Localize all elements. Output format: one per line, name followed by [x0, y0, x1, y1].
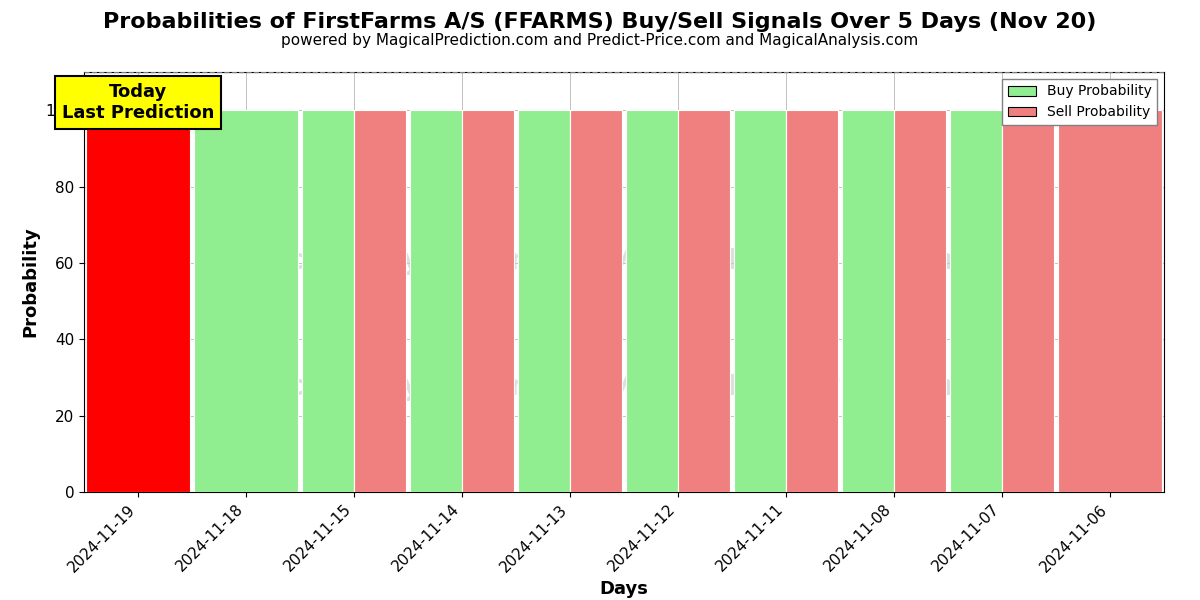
- Bar: [193, 110, 299, 492]
- Bar: [354, 110, 407, 492]
- Bar: [1002, 110, 1055, 492]
- Y-axis label: Probability: Probability: [22, 227, 40, 337]
- Legend: Buy Probability, Sell Probability: Buy Probability, Sell Probability: [1002, 79, 1157, 125]
- Text: powered by MagicalPrediction.com and Predict-Price.com and MagicalAnalysis.com: powered by MagicalPrediction.com and Pre…: [281, 33, 919, 48]
- Text: Probabilities of FirstFarms A/S (FFARMS) Buy/Sell Signals Over 5 Days (Nov 20): Probabilities of FirstFarms A/S (FFARMS)…: [103, 12, 1097, 32]
- Bar: [85, 110, 191, 492]
- X-axis label: Days: Days: [600, 580, 648, 598]
- Text: MagicalPrediction.com: MagicalPrediction.com: [607, 373, 965, 401]
- Bar: [949, 110, 1002, 492]
- Bar: [409, 110, 462, 492]
- Bar: [625, 110, 678, 492]
- Bar: [570, 110, 623, 492]
- Bar: [1057, 110, 1163, 492]
- Text: MagicalAnalysis.com: MagicalAnalysis.com: [212, 373, 539, 401]
- Bar: [517, 110, 570, 492]
- Text: MagicalAnalysis.com: MagicalAnalysis.com: [212, 247, 539, 275]
- Bar: [678, 110, 731, 492]
- Bar: [841, 110, 894, 492]
- Bar: [462, 110, 515, 492]
- Bar: [733, 110, 786, 492]
- Text: MagicalPrediction.com: MagicalPrediction.com: [607, 247, 965, 275]
- Bar: [786, 110, 839, 492]
- Text: Today
Last Prediction: Today Last Prediction: [62, 83, 214, 122]
- Bar: [301, 110, 354, 492]
- Bar: [894, 110, 947, 492]
